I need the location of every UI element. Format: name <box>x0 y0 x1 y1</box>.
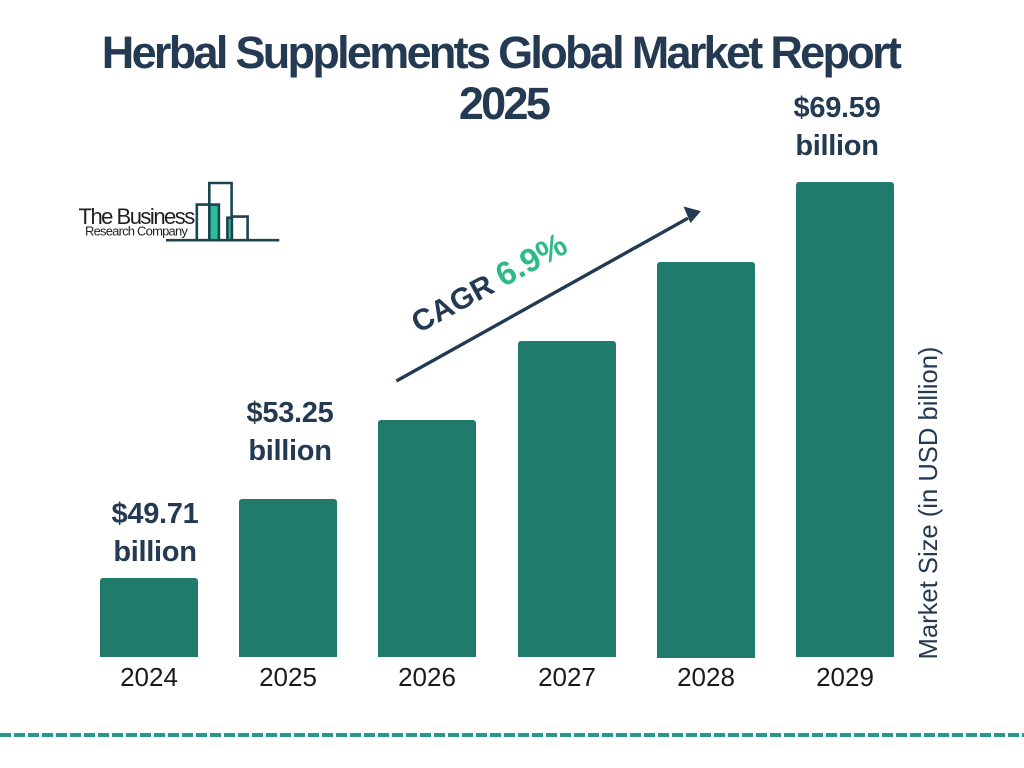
svg-text:CAGR 6.9%: CAGR 6.9% <box>404 225 573 340</box>
svg-text:The Business: The Business <box>79 204 196 229</box>
svg-text:Research Company: Research Company <box>85 224 188 239</box>
